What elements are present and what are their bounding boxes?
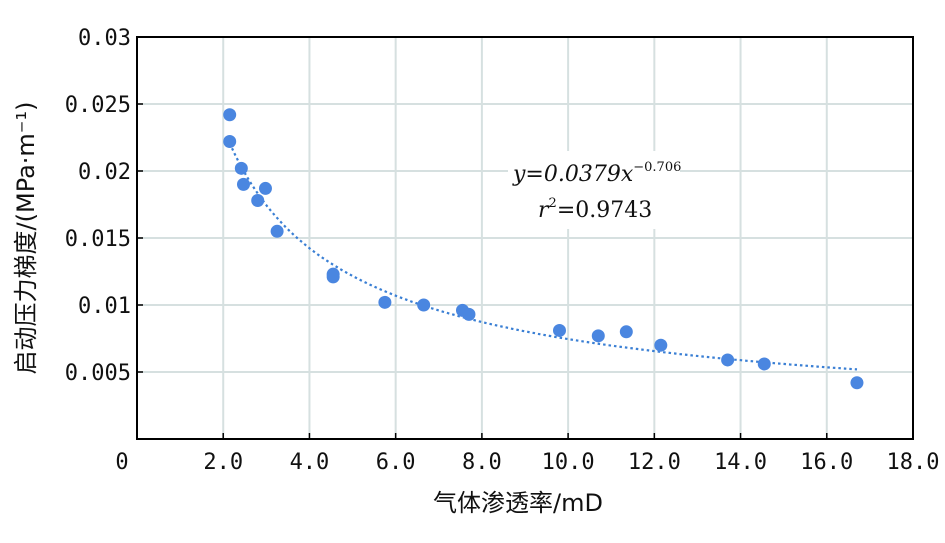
data-point-19 — [850, 376, 864, 390]
data-point-3 — [236, 177, 250, 191]
x-tick-label-4: 8.0 — [462, 450, 502, 475]
x-tick-label-5: 10.0 — [542, 450, 595, 475]
x-tick-label-6: 12.0 — [628, 450, 681, 475]
y-ticks: 0.005 0.01 0.015 0.02 0.025 0.03 — [65, 26, 143, 386]
equation-prefix: y=0.0379x — [512, 162, 634, 187]
y-axis-title: 启动压力梯度/(MPa·m⁻¹) — [12, 102, 40, 375]
r2-exponent: 2 — [549, 196, 557, 211]
x-tick-label-1: 2.0 — [203, 450, 243, 475]
y-tick-label-1: 0.01 — [78, 294, 131, 319]
r2-prefix: r — [538, 198, 550, 223]
data-point-14 — [591, 329, 605, 343]
x-tick-label-3: 6.0 — [376, 450, 416, 475]
y-tick-label-5: 0.03 — [78, 26, 131, 51]
x-tick-label-9: 18.0 — [887, 450, 940, 475]
data-point-8 — [326, 267, 340, 281]
y-tick-label-0: 0.005 — [65, 361, 131, 386]
y-tick-label-3: 0.02 — [78, 160, 131, 185]
x-ticks: 0 2.0 4.0 6.0 8.0 10.0 12.0 14.0 16.0 18.0 — [115, 433, 939, 475]
data-point-6 — [270, 224, 284, 238]
trendline-group — [226, 137, 858, 371]
grid — [137, 37, 913, 439]
trendline — [226, 137, 858, 371]
data-point-17 — [721, 353, 735, 367]
data-point-9 — [378, 295, 392, 309]
r-squared: r2=0.9743 — [538, 196, 652, 223]
data-point-16 — [654, 338, 668, 352]
data-point-18 — [757, 357, 771, 371]
trend-equation: y=0.0379x−0.706 — [512, 160, 681, 187]
data-point-13 — [552, 323, 566, 337]
equation-box — [508, 151, 680, 229]
x-tick-label-8: 16.0 — [800, 450, 853, 475]
equation-exponent: −0.706 — [633, 160, 681, 175]
data-point-10 — [417, 298, 431, 312]
x-axis-title: 气体渗透率/mD — [433, 489, 603, 517]
y-tick-label-2: 0.015 — [65, 227, 131, 252]
r2-value: =0.9743 — [557, 198, 652, 223]
x-tick-label-7: 14.0 — [714, 450, 767, 475]
data-point-1 — [223, 135, 237, 149]
data-point-15 — [619, 325, 633, 339]
y-tick-label-4: 0.025 — [65, 93, 131, 118]
data-point-12 — [462, 307, 476, 321]
data-point-0 — [223, 108, 237, 122]
data-point-4 — [251, 193, 265, 207]
points-group — [223, 108, 864, 390]
data-point-5 — [258, 181, 272, 195]
x-tick-label-2: 4.0 — [290, 450, 330, 475]
x-tick-label-0: 0 — [115, 450, 128, 475]
data-point-2 — [234, 161, 248, 175]
